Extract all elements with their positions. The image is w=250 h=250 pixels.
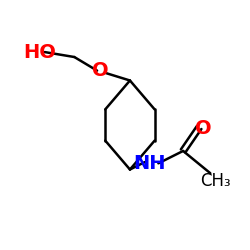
Text: HO: HO	[24, 42, 56, 62]
Text: O: O	[92, 61, 108, 80]
Text: O: O	[194, 119, 211, 138]
Text: CH₃: CH₃	[200, 172, 230, 190]
Text: NH: NH	[134, 154, 166, 173]
